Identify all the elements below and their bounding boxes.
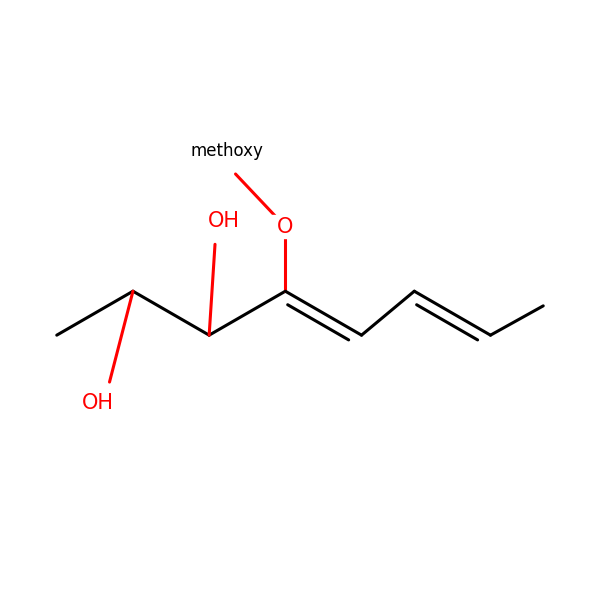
Text: methoxy: methoxy [190, 142, 263, 160]
Bar [271, 215, 300, 238]
Text: OH: OH [82, 392, 114, 413]
Bar [191, 209, 256, 233]
Text: O: O [277, 217, 293, 237]
Bar [180, 139, 274, 162]
Text: OH: OH [208, 211, 240, 231]
Bar [65, 391, 130, 414]
